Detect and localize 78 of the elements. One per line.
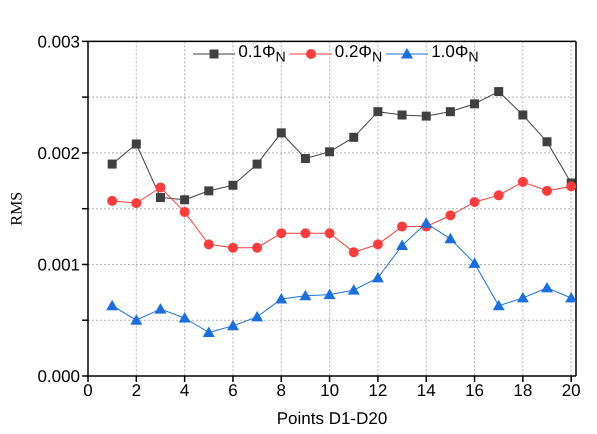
point <box>178 312 191 322</box>
point <box>155 182 166 193</box>
point <box>492 300 505 310</box>
x-tick-label: 18 <box>513 381 532 400</box>
point <box>420 217 432 228</box>
point <box>226 320 239 330</box>
y-tick-label: 0.001 <box>37 256 80 274</box>
point <box>348 247 359 258</box>
point <box>468 257 481 268</box>
point <box>107 196 118 206</box>
point <box>398 110 407 120</box>
point <box>518 176 528 187</box>
point <box>299 290 312 300</box>
point <box>180 195 190 204</box>
x-tick-label: 10 <box>320 381 340 400</box>
point <box>324 228 335 238</box>
point <box>252 160 262 169</box>
point <box>422 112 431 121</box>
x-tick-label: 8 <box>276 381 286 400</box>
point <box>565 292 576 302</box>
point <box>276 128 286 138</box>
x-tick-label: 0 <box>83 381 93 400</box>
point <box>494 190 504 200</box>
point <box>470 197 480 208</box>
point <box>542 137 552 146</box>
point <box>349 132 358 142</box>
point <box>372 239 383 250</box>
point <box>324 288 336 300</box>
point <box>130 314 142 325</box>
point <box>300 228 310 238</box>
point <box>397 222 408 232</box>
point <box>516 292 529 302</box>
point <box>445 210 456 220</box>
point <box>566 181 576 192</box>
point <box>252 242 262 253</box>
y-tick-label: 0.002 <box>37 144 80 163</box>
point <box>541 282 554 292</box>
point <box>275 293 288 304</box>
point <box>542 186 552 196</box>
legend-label: 1.0Φ$_{N}$ <box>431 42 479 66</box>
point <box>228 242 238 253</box>
x-tick-label: 16 <box>465 381 484 400</box>
point <box>154 303 166 314</box>
x-tick-label: 6 <box>228 381 238 400</box>
point <box>348 284 360 295</box>
point <box>156 193 165 202</box>
point <box>325 147 334 156</box>
point <box>300 154 310 164</box>
point <box>373 107 382 116</box>
y-axis-title: RMS <box>8 192 26 226</box>
point <box>494 87 504 96</box>
point <box>132 140 141 149</box>
point <box>444 232 456 244</box>
point <box>106 300 118 310</box>
x-tick-label: 12 <box>368 381 388 400</box>
point <box>470 99 480 108</box>
legend-label: 0.2Φ$_{N}$ <box>334 42 382 66</box>
point <box>396 240 408 250</box>
legend-label: 0.1Φ$_{N}$ <box>238 42 286 66</box>
point <box>204 186 214 196</box>
y-tick-label: 0.003 <box>37 32 80 52</box>
point <box>372 272 384 282</box>
x-tick-label: 14 <box>416 381 436 400</box>
point <box>251 310 264 322</box>
x-tick-label: 20 <box>562 381 581 400</box>
x-tick-label: 4 <box>180 381 190 400</box>
point <box>228 180 238 190</box>
point <box>131 198 142 208</box>
point <box>446 107 455 116</box>
x-axis-title: Points D1-D20 <box>276 409 388 428</box>
point <box>180 207 190 218</box>
point <box>202 326 215 337</box>
x-tick-label: 2 <box>132 381 142 400</box>
point <box>276 228 286 238</box>
point <box>518 110 528 120</box>
point <box>108 160 117 169</box>
y-tick-label: 0.000 <box>37 367 80 386</box>
point <box>204 239 214 250</box>
